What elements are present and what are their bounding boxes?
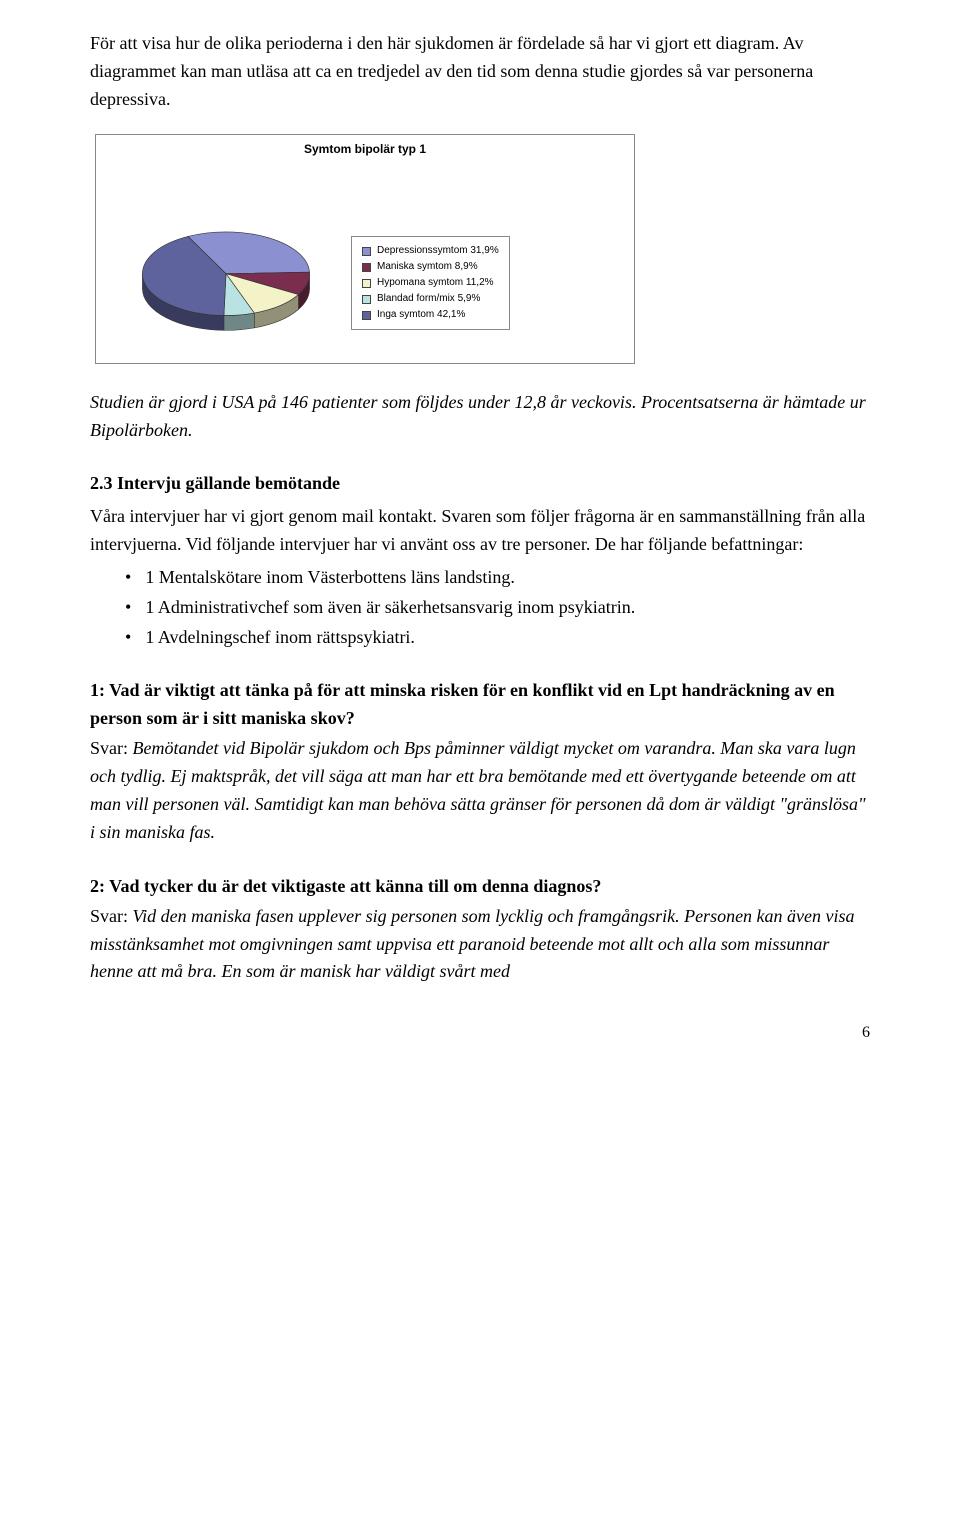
legend-item: Depressionssymtom 31,9% — [362, 243, 499, 259]
section-heading: 2.3 Intervju gällande bemötande — [90, 470, 870, 498]
answer: Svar: Bemötandet vid Bipolär sjukdom och… — [90, 735, 870, 847]
chart-container: Symtom bipolär typ 1 Depressionssymtom 3… — [95, 134, 635, 365]
legend-item: Hypomana symtom 11,2% — [362, 275, 499, 291]
chart-title: Symtom bipolär typ 1 — [106, 140, 624, 159]
question: 2: Vad tycker du är det viktigaste att k… — [90, 873, 870, 901]
chart-body: Depressionssymtom 31,9%Maniska symtom 8,… — [106, 218, 624, 348]
legend-label: Maniska symtom 8,9% — [377, 259, 478, 275]
question: 1: Vad är viktigt att tänka på för att m… — [90, 677, 870, 733]
bullet-list: 1 Mentalskötare inom Västerbottens läns … — [125, 564, 870, 652]
answer-text: Bemötandet vid Bipolär sjukdom och Bps p… — [90, 738, 866, 842]
legend-swatch — [362, 279, 371, 288]
legend-label: Depressionssymtom 31,9% — [377, 243, 499, 259]
intro-paragraph: För att visa hur de olika perioderna i d… — [90, 30, 870, 114]
legend-swatch — [362, 247, 371, 256]
answer-label: Svar: — [90, 906, 133, 926]
legend-swatch — [362, 263, 371, 272]
legend-swatch — [362, 295, 371, 304]
page-number: 6 — [90, 1021, 870, 1046]
answer-label: Svar: — [90, 738, 133, 758]
chart-caption: Studien är gjord i USA på 146 patienter … — [90, 389, 870, 445]
list-item: 1 Avdelningschef inom rättspsykiatri. — [125, 624, 870, 652]
list-item: 1 Mentalskötare inom Västerbottens läns … — [125, 564, 870, 592]
section-intro: Våra intervjuer har vi gjort genom mail … — [90, 503, 870, 559]
legend-swatch — [362, 311, 371, 320]
pie-chart — [131, 218, 321, 348]
legend-label: Inga symtom 42,1% — [377, 307, 465, 323]
list-item: 1 Administrativchef som även är säkerhet… — [125, 594, 870, 622]
chart-legend: Depressionssymtom 31,9%Maniska symtom 8,… — [351, 236, 510, 330]
answer: Svar: Vid den maniska fasen upplever sig… — [90, 903, 870, 987]
answer-text: Vid den maniska fasen upplever sig perso… — [90, 906, 855, 982]
legend-label: Blandad form/mix 5,9% — [377, 291, 480, 307]
legend-label: Hypomana symtom 11,2% — [377, 275, 494, 291]
legend-item: Blandad form/mix 5,9% — [362, 291, 499, 307]
legend-item: Inga symtom 42,1% — [362, 307, 499, 323]
legend-item: Maniska symtom 8,9% — [362, 259, 499, 275]
